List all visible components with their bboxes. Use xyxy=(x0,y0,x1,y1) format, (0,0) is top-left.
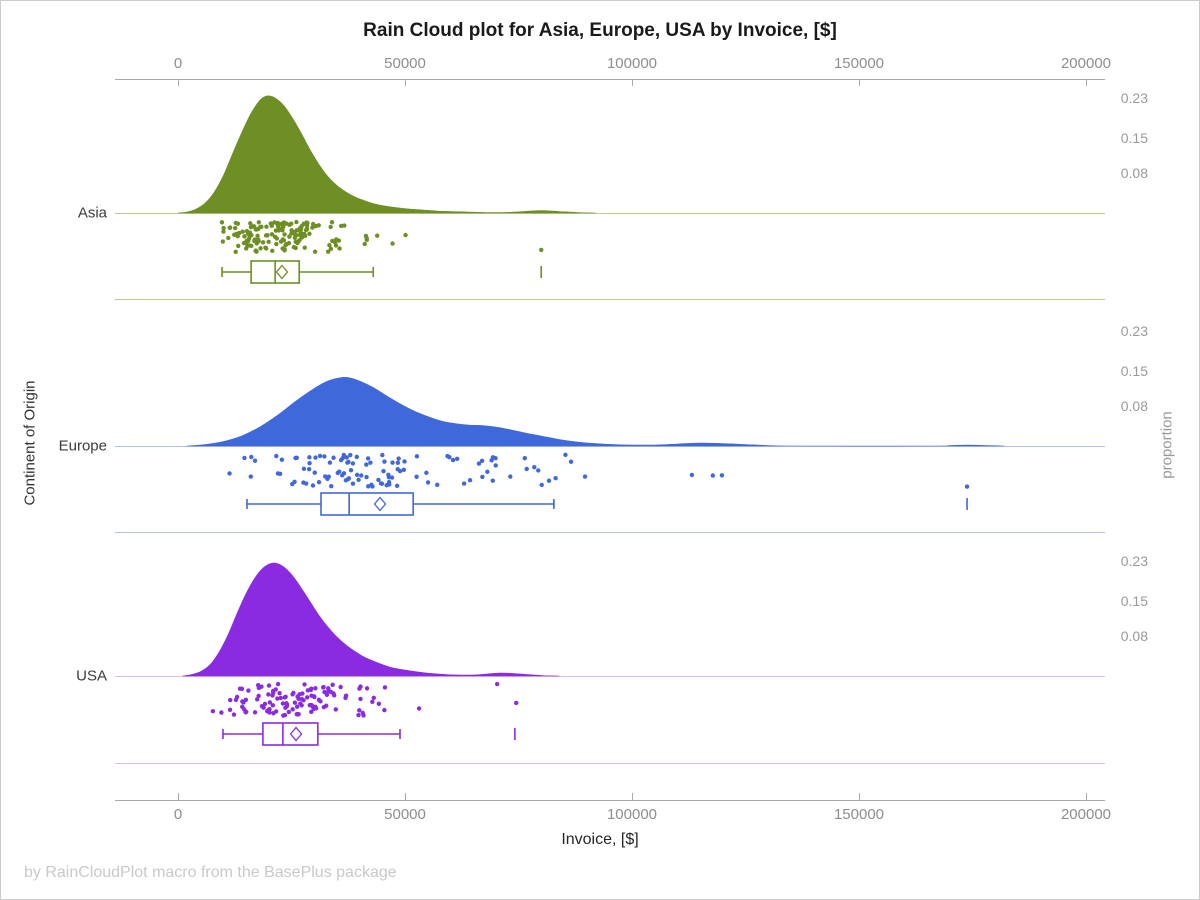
x-axis-bottom-tick-label: 150000 xyxy=(833,806,885,823)
x-axis-top-tick-label: 100000 xyxy=(606,55,658,72)
proportion-tick-label: 0.08 xyxy=(1120,628,1148,644)
proportion-tick-label: 0.23 xyxy=(1120,553,1148,569)
x-axis-bottom-tick-label: 100000 xyxy=(606,806,658,823)
y-axis-right-title: proportion xyxy=(1158,411,1176,479)
proportion-tick-label: 0.23 xyxy=(1120,323,1148,339)
category-label-usa: USA xyxy=(76,667,107,685)
x-axis-top-tick-label: 0 xyxy=(173,55,183,72)
proportion-tick-label: 0.23 xyxy=(1120,90,1148,106)
x-axis-bottom-tick-label: 200000 xyxy=(1060,806,1112,823)
y-axis-left-title: Continent of Origin xyxy=(21,380,39,506)
proportion-tick-label: 0.08 xyxy=(1120,398,1148,414)
category-label-europe: Europe xyxy=(58,437,107,455)
x-axis-title: Invoice, [$] xyxy=(561,831,639,848)
x-axis-top-tick-label: 50000 xyxy=(384,55,426,72)
category-label-asia: Asia xyxy=(77,204,107,222)
proportion-tick-label: 0.15 xyxy=(1120,363,1148,379)
page-title: Rain Cloud plot for Asia, Europe, USA by… xyxy=(363,20,837,41)
x-axis-bottom-tick-label: 50000 xyxy=(384,806,426,823)
x-axis-top-tick-label: 200000 xyxy=(1060,55,1112,72)
footer-credit: by RainCloudPlot macro from the BasePlus… xyxy=(24,864,397,881)
x-axis-bottom-tick-label: 0 xyxy=(173,806,183,823)
x-axis-top-tick-label: 150000 xyxy=(833,55,885,72)
proportion-tick-label: 0.15 xyxy=(1120,593,1148,609)
proportion-tick-label: 0.08 xyxy=(1120,165,1148,181)
proportion-tick-label: 0.15 xyxy=(1120,130,1148,146)
